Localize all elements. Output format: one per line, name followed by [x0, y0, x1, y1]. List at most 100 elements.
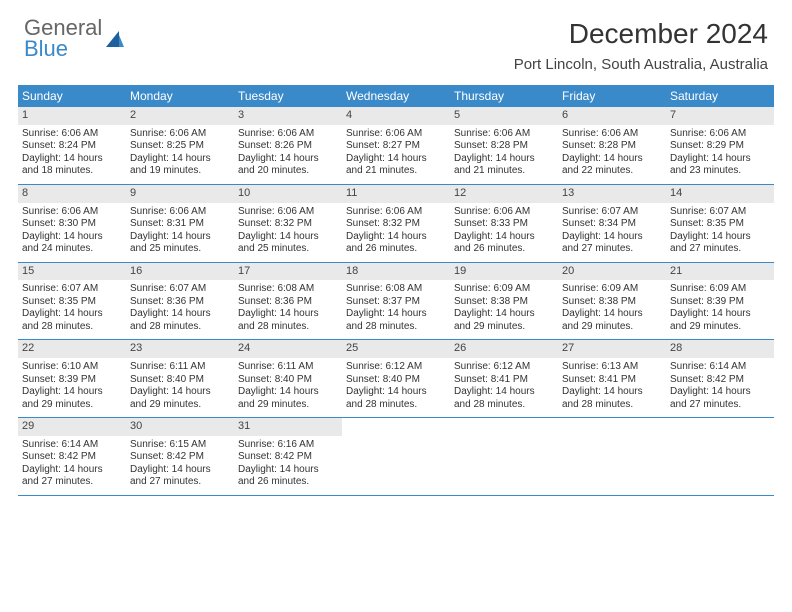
- sunset-line: Sunset: 8:42 PM: [22, 451, 122, 464]
- day-number: 13: [558, 185, 666, 203]
- day-details: Sunrise: 6:14 AMSunset: 8:42 PMDaylight:…: [666, 361, 774, 411]
- day-cell: 5Sunrise: 6:06 AMSunset: 8:28 PMDaylight…: [450, 107, 558, 184]
- daylight-line: Daylight: 14 hours and 27 minutes.: [562, 231, 662, 256]
- sunset-line: Sunset: 8:42 PM: [130, 451, 230, 464]
- day-number: 24: [234, 340, 342, 358]
- day-details: Sunrise: 6:06 AMSunset: 8:28 PMDaylight:…: [450, 128, 558, 178]
- daylight-line: Daylight: 14 hours and 26 minutes.: [346, 231, 446, 256]
- day-details: Sunrise: 6:15 AMSunset: 8:42 PMDaylight:…: [126, 439, 234, 489]
- sunrise-line: Sunrise: 6:06 AM: [22, 206, 122, 219]
- daylight-line: Daylight: 14 hours and 29 minutes.: [454, 308, 554, 333]
- daylight-line: Daylight: 14 hours and 24 minutes.: [22, 231, 122, 256]
- daylight-line: Daylight: 14 hours and 28 minutes.: [562, 386, 662, 411]
- sunset-line: Sunset: 8:37 PM: [346, 296, 446, 309]
- day-number: 7: [666, 107, 774, 125]
- day-number: 20: [558, 263, 666, 281]
- day-cell: .: [558, 418, 666, 495]
- sunset-line: Sunset: 8:32 PM: [238, 218, 338, 231]
- day-details: Sunrise: 6:10 AMSunset: 8:39 PMDaylight:…: [18, 361, 126, 411]
- day-details: Sunrise: 6:06 AMSunset: 8:28 PMDaylight:…: [558, 128, 666, 178]
- daylight-line: Daylight: 14 hours and 21 minutes.: [346, 153, 446, 178]
- day-number: 1: [18, 107, 126, 125]
- sunrise-line: Sunrise: 6:10 AM: [22, 361, 122, 374]
- weekday-header: Thursday: [450, 85, 558, 107]
- day-cell: 28Sunrise: 6:14 AMSunset: 8:42 PMDayligh…: [666, 340, 774, 417]
- location-text: Port Lincoln, South Australia, Australia: [514, 56, 768, 73]
- day-number: 21: [666, 263, 774, 281]
- daylight-line: Daylight: 14 hours and 27 minutes.: [130, 464, 230, 489]
- sunset-line: Sunset: 8:33 PM: [454, 218, 554, 231]
- calendar: Sunday Monday Tuesday Wednesday Thursday…: [0, 77, 792, 496]
- day-cell: 6Sunrise: 6:06 AMSunset: 8:28 PMDaylight…: [558, 107, 666, 184]
- sunset-line: Sunset: 8:25 PM: [130, 140, 230, 153]
- sunset-line: Sunset: 8:31 PM: [130, 218, 230, 231]
- day-number: 22: [18, 340, 126, 358]
- day-number: 18: [342, 263, 450, 281]
- day-details: Sunrise: 6:07 AMSunset: 8:36 PMDaylight:…: [126, 283, 234, 333]
- sunrise-line: Sunrise: 6:07 AM: [562, 206, 662, 219]
- day-details: Sunrise: 6:12 AMSunset: 8:41 PMDaylight:…: [450, 361, 558, 411]
- day-cell: 24Sunrise: 6:11 AMSunset: 8:40 PMDayligh…: [234, 340, 342, 417]
- day-cell: 4Sunrise: 6:06 AMSunset: 8:27 PMDaylight…: [342, 107, 450, 184]
- sunrise-line: Sunrise: 6:07 AM: [130, 283, 230, 296]
- weekday-header: Sunday: [18, 85, 126, 107]
- sunset-line: Sunset: 8:28 PM: [454, 140, 554, 153]
- sunrise-line: Sunrise: 6:06 AM: [238, 128, 338, 141]
- day-cell: 22 Sunrise: 6:10 AMSunset: 8:39 PMDayligh…: [18, 340, 126, 417]
- day-cell: 11Sunrise: 6:06 AMSunset: 8:32 PMDayligh…: [342, 185, 450, 262]
- day-cell: 21 Sunrise: 6:09 AMSunset: 8:39 PMDayligh…: [666, 263, 774, 340]
- day-number: 26: [450, 340, 558, 358]
- sunrise-line: Sunrise: 6:11 AM: [238, 361, 338, 374]
- brand-logo: General Blue: [24, 18, 125, 60]
- sunset-line: Sunset: 8:39 PM: [22, 374, 122, 387]
- day-cell: 14Sunrise: 6:07 AMSunset: 8:35 PMDayligh…: [666, 185, 774, 262]
- daylight-line: Daylight: 14 hours and 22 minutes.: [562, 153, 662, 178]
- daylight-line: Daylight: 14 hours and 29 minutes.: [238, 386, 338, 411]
- sunset-line: Sunset: 8:34 PM: [562, 218, 662, 231]
- day-number: 19: [450, 263, 558, 281]
- sunrise-line: Sunrise: 6:06 AM: [670, 128, 770, 141]
- daylight-line: Daylight: 14 hours and 28 minutes.: [454, 386, 554, 411]
- day-cell: 18Sunrise: 6:08 AMSunset: 8:37 PMDayligh…: [342, 263, 450, 340]
- sunrise-line: Sunrise: 6:09 AM: [562, 283, 662, 296]
- daylight-line: Daylight: 14 hours and 28 minutes.: [130, 308, 230, 333]
- sunset-line: Sunset: 8:42 PM: [238, 451, 338, 464]
- daylight-line: Daylight: 14 hours and 29 minutes.: [130, 386, 230, 411]
- sunset-line: Sunset: 8:41 PM: [562, 374, 662, 387]
- day-cell: .: [666, 418, 774, 495]
- day-cell: 10Sunrise: 6:06 AMSunset: 8:32 PMDayligh…: [234, 185, 342, 262]
- daylight-line: Daylight: 14 hours and 28 minutes.: [22, 308, 122, 333]
- sunset-line: Sunset: 8:35 PM: [22, 296, 122, 309]
- sunrise-line: Sunrise: 6:11 AM: [130, 361, 230, 374]
- day-cell: .: [342, 418, 450, 495]
- day-cell: 8Sunrise: 6:06 AMSunset: 8:30 PMDaylight…: [18, 185, 126, 262]
- day-cell: 15Sunrise: 6:07 AMSunset: 8:35 PMDayligh…: [18, 263, 126, 340]
- sunrise-line: Sunrise: 6:06 AM: [562, 128, 662, 141]
- sunrise-line: Sunrise: 6:15 AM: [130, 439, 230, 452]
- day-details: Sunrise: 6:06 AMSunset: 8:32 PMDaylight:…: [342, 206, 450, 256]
- day-cell: 26 Sunrise: 6:12 AMSunset: 8:41 PMDayligh…: [450, 340, 558, 417]
- day-details: Sunrise: 6:06 AMSunset: 8:31 PMDaylight:…: [126, 206, 234, 256]
- day-details: Sunrise: 6:09 AMSunset: 8:38 PMDaylight:…: [450, 283, 558, 333]
- sunset-line: Sunset: 8:36 PM: [130, 296, 230, 309]
- daylight-line: Daylight: 14 hours and 18 minutes.: [22, 153, 122, 178]
- day-number: 16: [126, 263, 234, 281]
- day-details: Sunrise: 6:09 AMSunset: 8:39 PMDaylight:…: [666, 283, 774, 333]
- sunset-line: Sunset: 8:24 PM: [22, 140, 122, 153]
- sunset-line: Sunset: 8:27 PM: [346, 140, 446, 153]
- day-cell: 13 Sunrise: 6:07 AMSunset: 8:34 PMDayligh…: [558, 185, 666, 262]
- title-block: December 2024 Port Lincoln, South Austra…: [514, 18, 768, 73]
- day-cell: 20Sunrise: 6:09 AMSunset: 8:38 PMDayligh…: [558, 263, 666, 340]
- daylight-line: Daylight: 14 hours and 29 minutes.: [670, 308, 770, 333]
- day-cell: 30Sunrise: 6:15 AMSunset: 8:42 PMDayligh…: [126, 418, 234, 495]
- sunrise-line: Sunrise: 6:06 AM: [346, 128, 446, 141]
- day-details: Sunrise: 6:06 AMSunset: 8:32 PMDaylight:…: [234, 206, 342, 256]
- day-details: Sunrise: 6:06 AMSunset: 8:30 PMDaylight:…: [18, 206, 126, 256]
- daylight-line: Daylight: 14 hours and 28 minutes.: [238, 308, 338, 333]
- sunrise-line: Sunrise: 6:06 AM: [454, 206, 554, 219]
- sunrise-line: Sunrise: 6:09 AM: [670, 283, 770, 296]
- week-row: 29Sunrise: 6:14 AMSunset: 8:42 PMDayligh…: [18, 418, 774, 496]
- day-cell: 19 Sunrise: 6:09 AMSunset: 8:38 PMDayligh…: [450, 263, 558, 340]
- sunrise-line: Sunrise: 6:07 AM: [670, 206, 770, 219]
- sunset-line: Sunset: 8:38 PM: [454, 296, 554, 309]
